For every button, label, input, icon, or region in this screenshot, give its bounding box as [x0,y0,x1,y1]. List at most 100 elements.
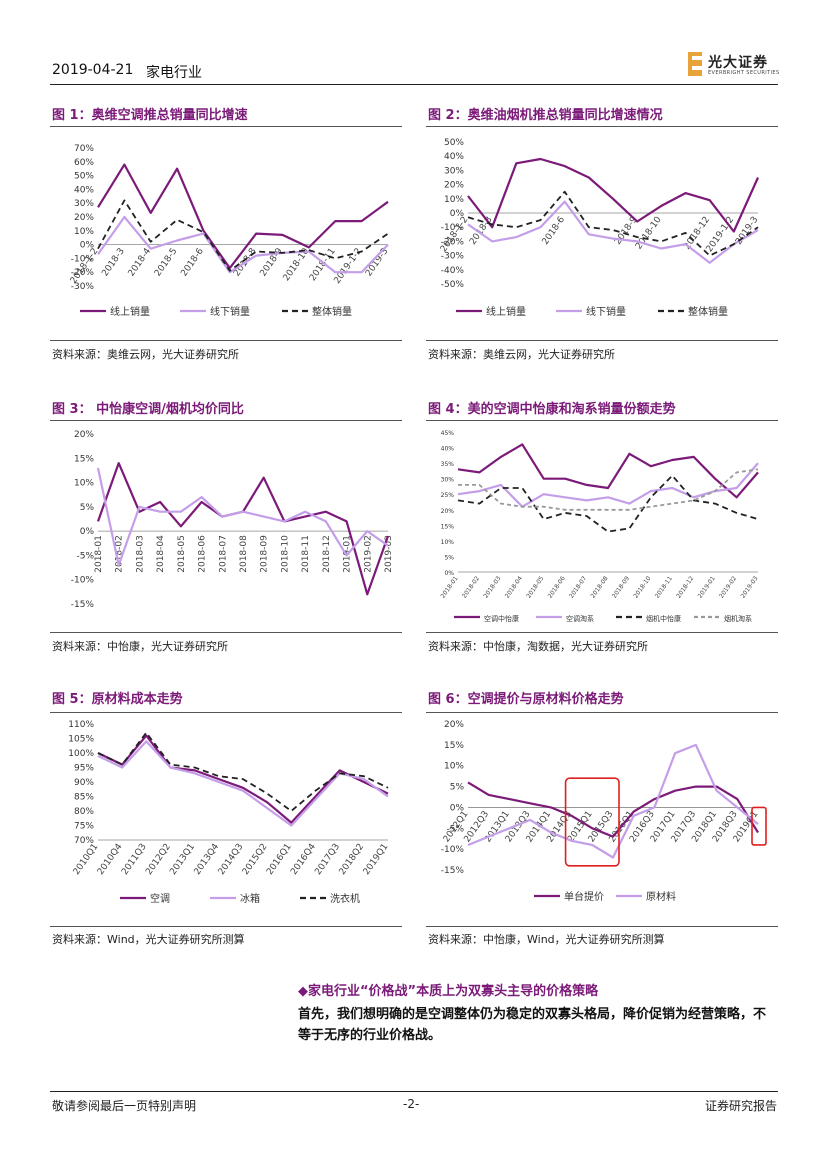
y-tick-label: 10% [444,762,464,772]
y-tick-label: 5% [444,554,454,561]
x-tick-label: 2018-07 [218,535,228,573]
figure-4-top-rule [426,420,778,421]
figure-2-chart: 50% 40% 30% 20% 10% 0% -10% -20% -30% -40% -50% 201… [439,138,761,318]
highlight-box [564,777,620,867]
y-tick-label: 0% [80,527,95,537]
legend-label: 整体销量 [312,305,352,318]
x-tick-label: 2018-4 [127,246,154,278]
y-tick-label: 85% [74,793,94,803]
footer-disclaimer: 敬请参阅最后一页特别声明 [52,1099,197,1113]
x-tick-label: 2018-1-2 [439,215,471,254]
x-tick-label: 2018-07 [568,575,588,600]
x-tick-label: 2019-02 [363,535,373,573]
figure-6-title: 图 6：空调提价与原材料价格走势 [428,692,624,707]
figure-1-chart: 70%60%50%40%30%20%10%0%-10%-20%-30%2018-… [69,144,391,318]
legend-label: 烟机淘系 [724,614,752,623]
series-line-整体销量 [97,199,389,272]
y-tick-label: 30% [74,199,94,209]
y-tick-label: 45% [441,430,455,437]
x-tick-label: 2018-6 [541,215,568,247]
x-tick-label: 2018-05 [177,535,187,573]
legend-label: 洗衣机 [330,892,360,905]
figure-4-source: 资料来源：中怡康，淘数据，光大证券研究所 [428,640,648,653]
legend-label: 线下销量 [586,305,626,318]
y-tick-label: -10% [71,254,95,264]
y-tick-label: 75% [74,822,94,832]
y-tick-label: 20% [444,720,464,730]
header-divider [50,84,778,85]
y-tick-label: 0% [80,241,95,251]
figure-4-title: 图 4：美的空调中怡康和淘系销量份额走势 [428,402,676,417]
x-tick-label: 2018-6 [179,246,206,278]
y-tick-label: 10% [444,195,464,205]
y-tick-label: -5% [446,824,464,834]
logo-name-cn: 光大证券 [708,55,768,71]
x-tick-label: 2018-5 [153,247,179,279]
y-tick-label: 60% [74,158,94,168]
series-line-冰箱 [97,740,389,827]
y-tick-label: 15% [441,523,455,530]
figure-1-top-rule [50,126,402,127]
series-line-空调淘系 [457,462,759,508]
y-tick-label: 10% [441,539,455,546]
x-tick-label: 2018-11 [301,535,311,573]
y-tick-label: 40% [444,152,464,162]
figure-3-source: 资料来源：中怡康，光大证券研究所 [52,640,228,653]
y-tick-label: 35% [441,461,455,468]
y-tick-label: 25% [441,492,455,499]
figure-1-title: 图 1：奥维空调推总销量同比增速 [52,108,248,123]
figure-3-top-rule [50,420,402,421]
y-tick-label: -10% [441,845,465,855]
figure-2-source: 资料来源：奥维云网，光大证券研究所 [428,348,615,361]
x-tick-label: 2019-3 [364,247,390,279]
y-tick-label: 20% [441,508,455,515]
page-number: -2- [403,1097,420,1111]
y-tick-label: 30% [441,477,455,484]
y-tick-label: -15% [441,866,465,876]
series-line-烟机中怡康 [457,474,759,533]
figure-2-bottom-rule [426,340,778,341]
series-line-单台提价 [467,781,759,838]
x-tick-label: 2019Q1 [362,842,391,877]
body-paragraph: 首先，我们想明确的是空调整体仍为稳定的双寡头格局，降价促销为经营策略，不等于无序… [298,1007,767,1043]
x-tick-label: 2019-01 [697,575,717,600]
y-tick-label: 15% [74,454,94,464]
y-tick-label: 20% [444,181,464,191]
x-tick-label: 2018-03 [482,575,502,600]
figure-5-bottom-rule [50,926,402,927]
x-tick-label: 2018-10 [280,535,290,573]
figure-6-bottom-rule [426,926,778,927]
figure-6-chart: 20%15%10%5%0%-5%-10%-15%2012Q12012Q32013… [441,720,767,903]
y-tick-label: -50% [441,280,465,290]
series-line-空调中怡康 [457,443,759,499]
figure-3-title: 图 3： 中怡康空调/烟机均价同比 [52,402,244,417]
y-tick-label: 10% [74,479,94,489]
x-tick-label: 2019-02 [718,575,738,600]
legend-label: 单台提价 [564,890,604,903]
figure-4-chart: 45%40%35%30%25%20%15%10%5%0%2018-01 2018-… [440,430,760,623]
x-tick-label: 2018-12 [322,535,332,573]
y-tick-label: 40% [74,185,94,195]
x-tick-label: 2019-03 [740,575,760,600]
x-tick-label: 2018-08 [590,575,610,600]
x-tick-label: 2018-06 [547,575,567,600]
series-line-线上销量 [97,163,389,270]
figure-2-title: 图 2：奥维油烟机推总销量同比增速情况 [428,108,663,123]
legend-label: 冰箱 [240,892,260,905]
legend-label: 原材料 [646,890,676,903]
x-tick-label: 2018-08 [239,535,249,573]
series-line-空调 [97,734,389,824]
figure-1-bottom-rule [50,340,402,341]
y-tick-label: 0% [450,803,465,813]
y-tick-label: -30% [441,252,465,262]
legend-label: 线上销量 [486,305,526,318]
series-line-烟机淘系 [458,468,759,511]
report-type: 证券研究报告 [704,1099,777,1113]
series-line-原材料 [467,743,759,859]
x-tick-label: 2018-09 [611,575,631,600]
figure-1-source: 资料来源：奥维云网，光大证券研究所 [52,348,239,361]
y-tick-label: 0% [450,209,465,219]
x-tick-label: 2018-09 [260,535,270,573]
legend-label: 线下销量 [210,305,250,318]
figure-5-source: 资料来源：Wind，光大证券研究所测算 [52,933,245,946]
